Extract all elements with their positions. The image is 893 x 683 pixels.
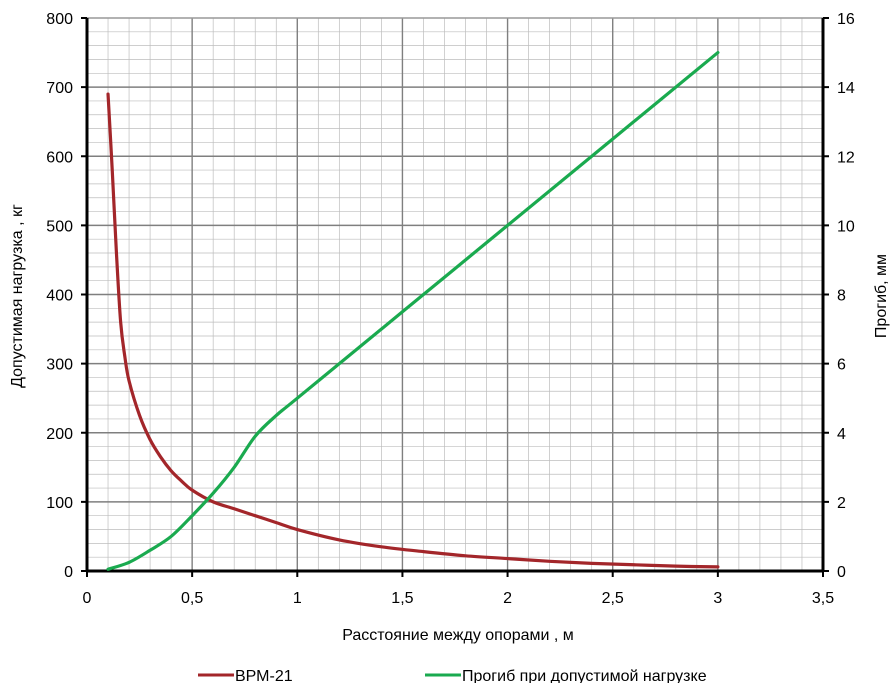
x-tick-label: 1,5 [391, 590, 413, 607]
x-tick-label: 0 [83, 590, 92, 607]
x-tick-label: 1 [293, 590, 302, 607]
y2-tick-label: 2 [837, 495, 846, 512]
y2-tick-label: 8 [837, 288, 846, 305]
x-tick-label: 0,5 [181, 590, 203, 607]
legend-label-brm21: ВРМ-21 [235, 668, 293, 683]
y-tick-label: 200 [46, 426, 73, 443]
y-tick-label: 500 [46, 218, 73, 235]
y2-tick-label: 0 [837, 564, 846, 581]
y-tick-label: 600 [46, 149, 73, 166]
y-tick-label: 100 [46, 495, 73, 512]
x-tick-label: 3 [713, 590, 722, 607]
y2-tick-label: 12 [837, 149, 855, 166]
y-tick-label: 0 [64, 564, 73, 581]
y-tick-label: 400 [46, 288, 73, 305]
y-axis-label: Допустимая нагрузка , кг [9, 204, 26, 388]
series-line-deflection [106, 50, 720, 571]
y-tick-label: 300 [46, 357, 73, 374]
series-layer [106, 50, 720, 571]
y2-tick-label: 10 [837, 218, 855, 235]
x-axis-label: Расстояние между опорами , м [342, 627, 574, 644]
y-tick-label: 700 [46, 80, 73, 97]
y-tick-label: 800 [46, 11, 73, 28]
x-tick-label: 2 [503, 590, 512, 607]
y2-tick-label: 16 [837, 11, 855, 28]
x-tick-label: 2,5 [602, 590, 624, 607]
grid-major [87, 18, 823, 571]
y2-tick-label: 14 [837, 80, 855, 97]
y2-tick-label: 4 [837, 426, 846, 443]
y2-tick-label: 6 [837, 357, 846, 374]
y2-axis-label: Прогиб, мм [873, 254, 890, 338]
axes [81, 17, 829, 577]
tick-labels: 0 0,5 1 1,5 2 2,5 3 3,5010020030040050060070080… [46, 11, 855, 607]
x-tick-label: 3,5 [812, 590, 834, 607]
legend-label-deflection: Прогиб при допустимой нагрузке [462, 668, 707, 683]
series-line-brm21 [106, 92, 720, 569]
legend: ВРМ-21 Прогиб при допустимой нагрузке [198, 668, 707, 683]
